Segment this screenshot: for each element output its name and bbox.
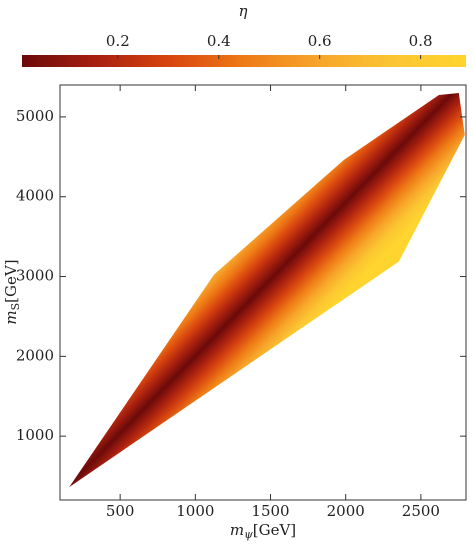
y-tick-label: 2000 xyxy=(16,346,54,364)
colorbar-tick-label: 0.2 xyxy=(106,32,130,50)
x-axis-label: mψ[GeV] xyxy=(230,521,296,541)
x-label-sub: ψ xyxy=(244,528,253,541)
x-label-unit: [GeV] xyxy=(253,521,296,539)
y-label-sub: S xyxy=(9,303,22,311)
region xyxy=(69,93,465,488)
colorbar xyxy=(22,55,466,67)
x-tick-label: 2500 xyxy=(402,502,440,520)
y-tick-label: 1000 xyxy=(16,426,54,444)
y-label-base: m xyxy=(2,310,20,324)
colorbar-tick-label: 0.6 xyxy=(308,32,332,50)
y-label-unit: [GeV] xyxy=(2,259,20,302)
colorbar-tick-label: 0.4 xyxy=(207,32,231,50)
colorbar-tick-label: 0.8 xyxy=(409,32,433,50)
x-tick-label: 1000 xyxy=(176,502,214,520)
plot-frame xyxy=(59,84,467,501)
y-tick-label: 4000 xyxy=(16,187,54,205)
y-tick-label: 5000 xyxy=(16,107,54,125)
x-tick-label: 2000 xyxy=(327,502,365,520)
colorbar-title: η xyxy=(239,2,248,20)
x-tick-label: 500 xyxy=(106,502,135,520)
y-tick-label: 3000 xyxy=(16,267,54,285)
x-label-base: m xyxy=(230,521,244,539)
y-axis-label: mS[GeV] xyxy=(2,259,22,324)
x-tick-label: 1500 xyxy=(251,502,289,520)
